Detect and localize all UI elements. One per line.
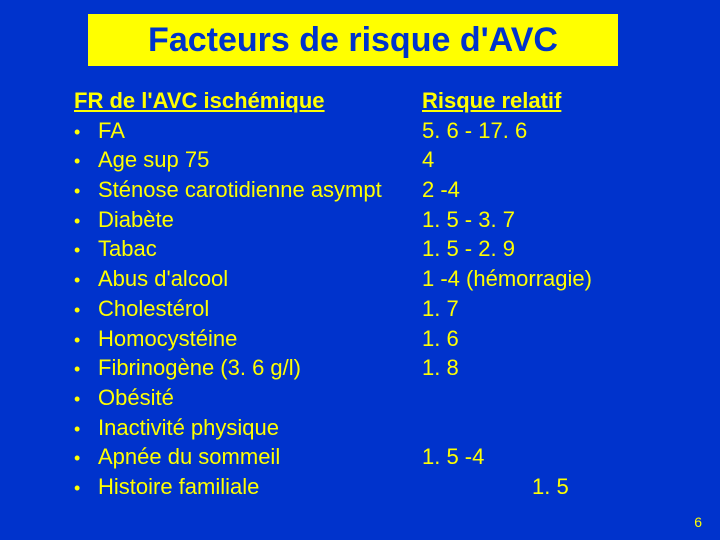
factor-label: Tabac bbox=[98, 234, 422, 264]
bullet-icon: • bbox=[74, 268, 98, 292]
list-item: • FA 5. 6 - 17. 6 bbox=[74, 116, 592, 146]
bullet-icon: • bbox=[74, 417, 98, 441]
factor-label: Apnée du sommeil bbox=[98, 442, 422, 472]
factor-label: Abus d'alcool bbox=[98, 264, 422, 294]
bullet-icon: • bbox=[74, 179, 98, 203]
factor-value: 1. 5 bbox=[422, 472, 569, 502]
bullet-icon: • bbox=[74, 357, 98, 381]
factor-label: Obésité bbox=[98, 383, 422, 413]
factor-value: 5. 6 - 17. 6 bbox=[422, 116, 527, 146]
factor-label: Homocystéine bbox=[98, 324, 422, 354]
bullet-icon: • bbox=[74, 387, 98, 411]
factor-value: 1. 6 bbox=[422, 324, 459, 354]
bullet-icon: • bbox=[74, 209, 98, 233]
column-headers: FR de l'AVC ischémique Risque relatif bbox=[74, 86, 592, 116]
factor-label: Histoire familiale bbox=[98, 472, 422, 502]
list-item: • Fibrinogène (3. 6 g/l) 1. 8 bbox=[74, 353, 592, 383]
page-number: 6 bbox=[694, 514, 702, 530]
list-item: • Abus d'alcool 1 -4 (hémorragie) bbox=[74, 264, 592, 294]
factor-value: 2 -4 bbox=[422, 175, 460, 205]
factor-value: 1. 5 - 3. 7 bbox=[422, 205, 515, 235]
header-right: Risque relatif bbox=[422, 86, 561, 116]
factor-label: Inactivité physique bbox=[98, 413, 422, 443]
bullet-icon: • bbox=[74, 328, 98, 352]
factor-value: 1. 8 bbox=[422, 353, 459, 383]
factor-label: Fibrinogène (3. 6 g/l) bbox=[98, 353, 422, 383]
factor-value: 1. 5 -4 bbox=[422, 442, 484, 472]
list-item: • Homocystéine 1. 6 bbox=[74, 324, 592, 354]
list-item: • Diabète 1. 5 - 3. 7 bbox=[74, 205, 592, 235]
slide-title: Facteurs de risque d'AVC bbox=[88, 14, 618, 66]
bullet-icon: • bbox=[74, 476, 98, 500]
content-area: FR de l'AVC ischémique Risque relatif • … bbox=[74, 86, 592, 502]
list-item: • Inactivité physique bbox=[74, 413, 592, 443]
factor-label: Age sup 75 bbox=[98, 145, 422, 175]
list-item: • Obésité bbox=[74, 383, 592, 413]
bullet-icon: • bbox=[74, 446, 98, 470]
slide: Facteurs de risque d'AVC FR de l'AVC isc… bbox=[0, 0, 720, 540]
factor-value: 1. 5 - 2. 9 bbox=[422, 234, 515, 264]
bullet-icon: • bbox=[74, 149, 98, 173]
list-item: • Histoire familiale 1. 5 bbox=[74, 472, 592, 502]
factor-value: 4 bbox=[422, 145, 434, 175]
factor-value: 1. 7 bbox=[422, 294, 459, 324]
factor-label: Sténose carotidienne asympt bbox=[98, 175, 422, 205]
factor-label: Diabète bbox=[98, 205, 422, 235]
bullet-icon: • bbox=[74, 238, 98, 262]
list-item: • Apnée du sommeil 1. 5 -4 bbox=[74, 442, 592, 472]
list-item: • Sténose carotidienne asympt 2 -4 bbox=[74, 175, 592, 205]
list-item: • Cholestérol 1. 7 bbox=[74, 294, 592, 324]
bullet-icon: • bbox=[74, 120, 98, 144]
bullet-icon: • bbox=[74, 298, 98, 322]
list-item: • Tabac 1. 5 - 2. 9 bbox=[74, 234, 592, 264]
factor-value: 1 -4 (hémorragie) bbox=[422, 264, 592, 294]
header-left: FR de l'AVC ischémique bbox=[74, 86, 422, 116]
factor-label: FA bbox=[98, 116, 422, 146]
list-item: • Age sup 75 4 bbox=[74, 145, 592, 175]
factor-label: Cholestérol bbox=[98, 294, 422, 324]
